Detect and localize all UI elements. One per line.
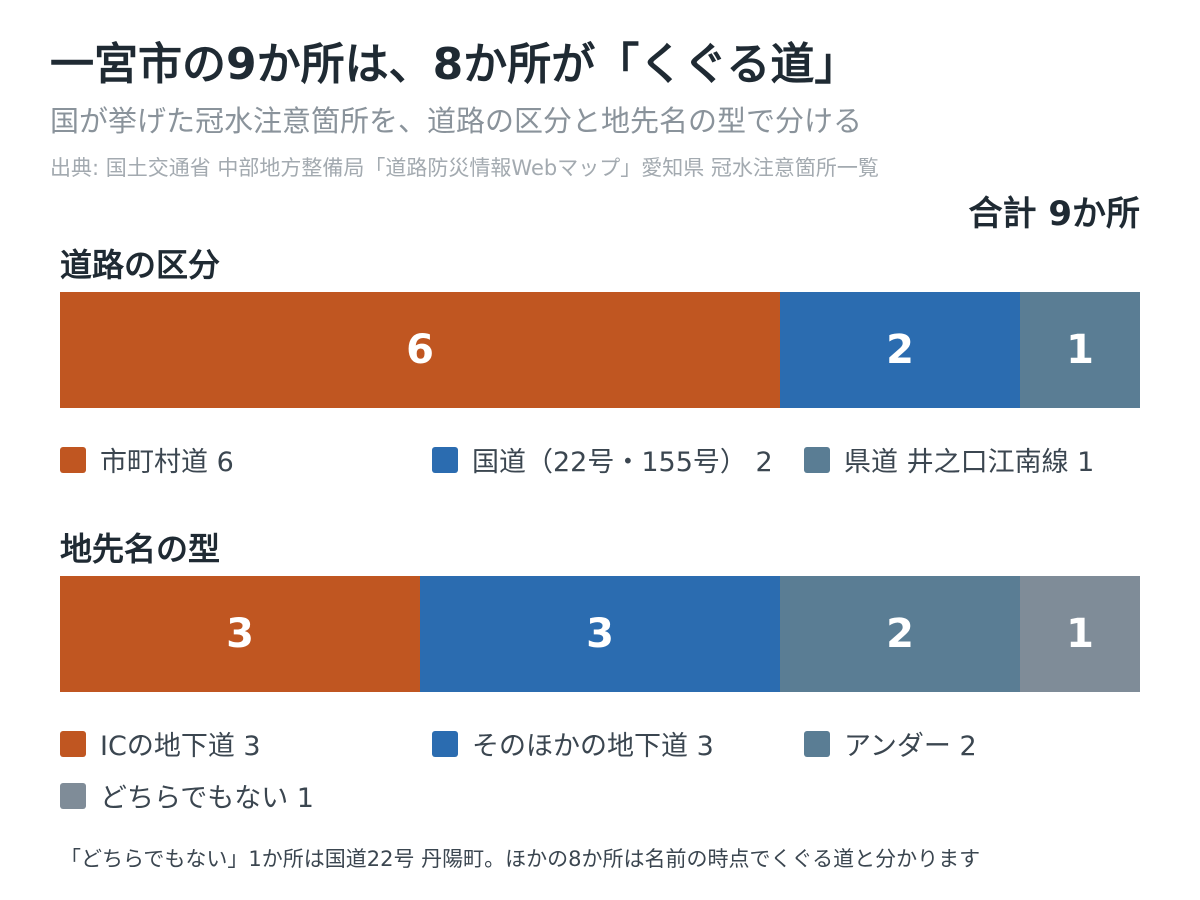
legend-item-municipal-road: 市町村道 6 — [60, 440, 234, 479]
bar-value-label: 2 — [886, 327, 914, 373]
legend-item-other-underpass: そのほかの地下道 3 — [432, 724, 714, 763]
legend-swatch — [60, 730, 86, 757]
bar-value-label: 3 — [226, 611, 254, 657]
legend-swatch — [60, 782, 86, 809]
bar-segment-1-2: 2 — [780, 576, 1020, 692]
legend-item-prefectural-road: 県道 井之口江南線 1 — [804, 440, 1094, 479]
chart-subtitle: 国が挙げた冠水注意箇所を、道路の区分と地先名の型で分ける — [50, 104, 863, 138]
source-note: 出典: 国土交通省 中部地方整備局「道路防災情報Webマップ」愛知県 冠水注意箇… — [50, 156, 879, 180]
legend-swatch — [432, 730, 458, 757]
legend-swatch — [432, 446, 458, 473]
bar-value-label: 6 — [406, 327, 434, 373]
stacked-bar-name-type: 3 3 2 1 — [60, 576, 1140, 692]
legend-item-neither: どちらでもない 1 — [60, 776, 314, 815]
legend-item-ic-underpass: ICの地下道 3 — [60, 724, 261, 763]
bar-segment-0-1: 2 — [780, 292, 1020, 408]
bar-segment-1-0: 3 — [60, 576, 420, 692]
bar-value-label: 1 — [1066, 611, 1094, 657]
chart-title: 一宮市の9か所は、8か所が「くぐる道」 — [50, 39, 859, 90]
stacked-bar-road-class: 6 2 1 — [60, 292, 1140, 408]
bar-segment-1-3: 1 — [1020, 576, 1140, 692]
legend-label: 市町村道 6 — [100, 447, 234, 478]
legend-item-national-road: 国道（22号・155号） 2 — [432, 440, 773, 479]
total-count: 合計 9か所 — [968, 194, 1141, 234]
section-title-road-class: 道路の区分 — [60, 246, 221, 284]
legend-label: 国道（22号・155号） 2 — [472, 447, 773, 478]
legend-swatch — [804, 446, 830, 473]
legend-label: ICの地下道 3 — [100, 731, 261, 762]
bar-value-label: 2 — [886, 611, 914, 657]
legend-swatch — [804, 730, 830, 757]
legend-label: どちらでもない 1 — [100, 783, 314, 814]
footnote: 「どちらでもない」1か所は国道22号 丹陽町。ほかの8か所は名前の時点でくぐる道… — [60, 847, 981, 871]
bar-segment-0-0: 6 — [60, 292, 780, 408]
legend-item-under: アンダー 2 — [804, 724, 977, 763]
legend-label: アンダー 2 — [844, 731, 977, 762]
bar-segment-1-1: 3 — [420, 576, 780, 692]
section-title-name-type: 地先名の型 — [60, 530, 221, 568]
legend-swatch — [60, 446, 86, 473]
bar-segment-0-2: 1 — [1020, 292, 1140, 408]
legend-label: そのほかの地下道 3 — [472, 731, 714, 762]
bar-value-label: 1 — [1066, 327, 1094, 373]
bar-value-label: 3 — [586, 611, 614, 657]
legend-label: 県道 井之口江南線 1 — [844, 447, 1095, 478]
